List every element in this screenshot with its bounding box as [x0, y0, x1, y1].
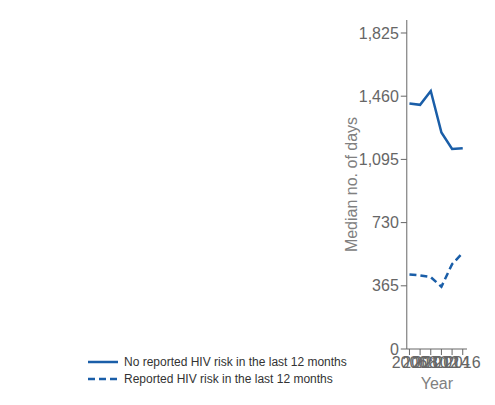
- html-text:Reported HIV risk in the last: Reported HIV risk in the last 12 months: [124, 372, 333, 386]
- svg-text:2016: 2016: [445, 354, 481, 371]
- svg-text:730: 730: [372, 214, 399, 231]
- svg-text:1,825: 1,825: [359, 25, 399, 42]
- svg-text:0: 0: [390, 341, 399, 358]
- svg-text:1,460: 1,460: [359, 88, 399, 105]
- svg-text:Median no. of days: Median no. of days: [343, 117, 360, 252]
- html-text:No reported HIV risk in the la: No reported HIV risk in the last 12 mont…: [124, 355, 347, 369]
- svg-text:365: 365: [372, 277, 399, 294]
- svg-text:1,095: 1,095: [359, 151, 399, 168]
- svg-text:Year: Year: [421, 375, 454, 392]
